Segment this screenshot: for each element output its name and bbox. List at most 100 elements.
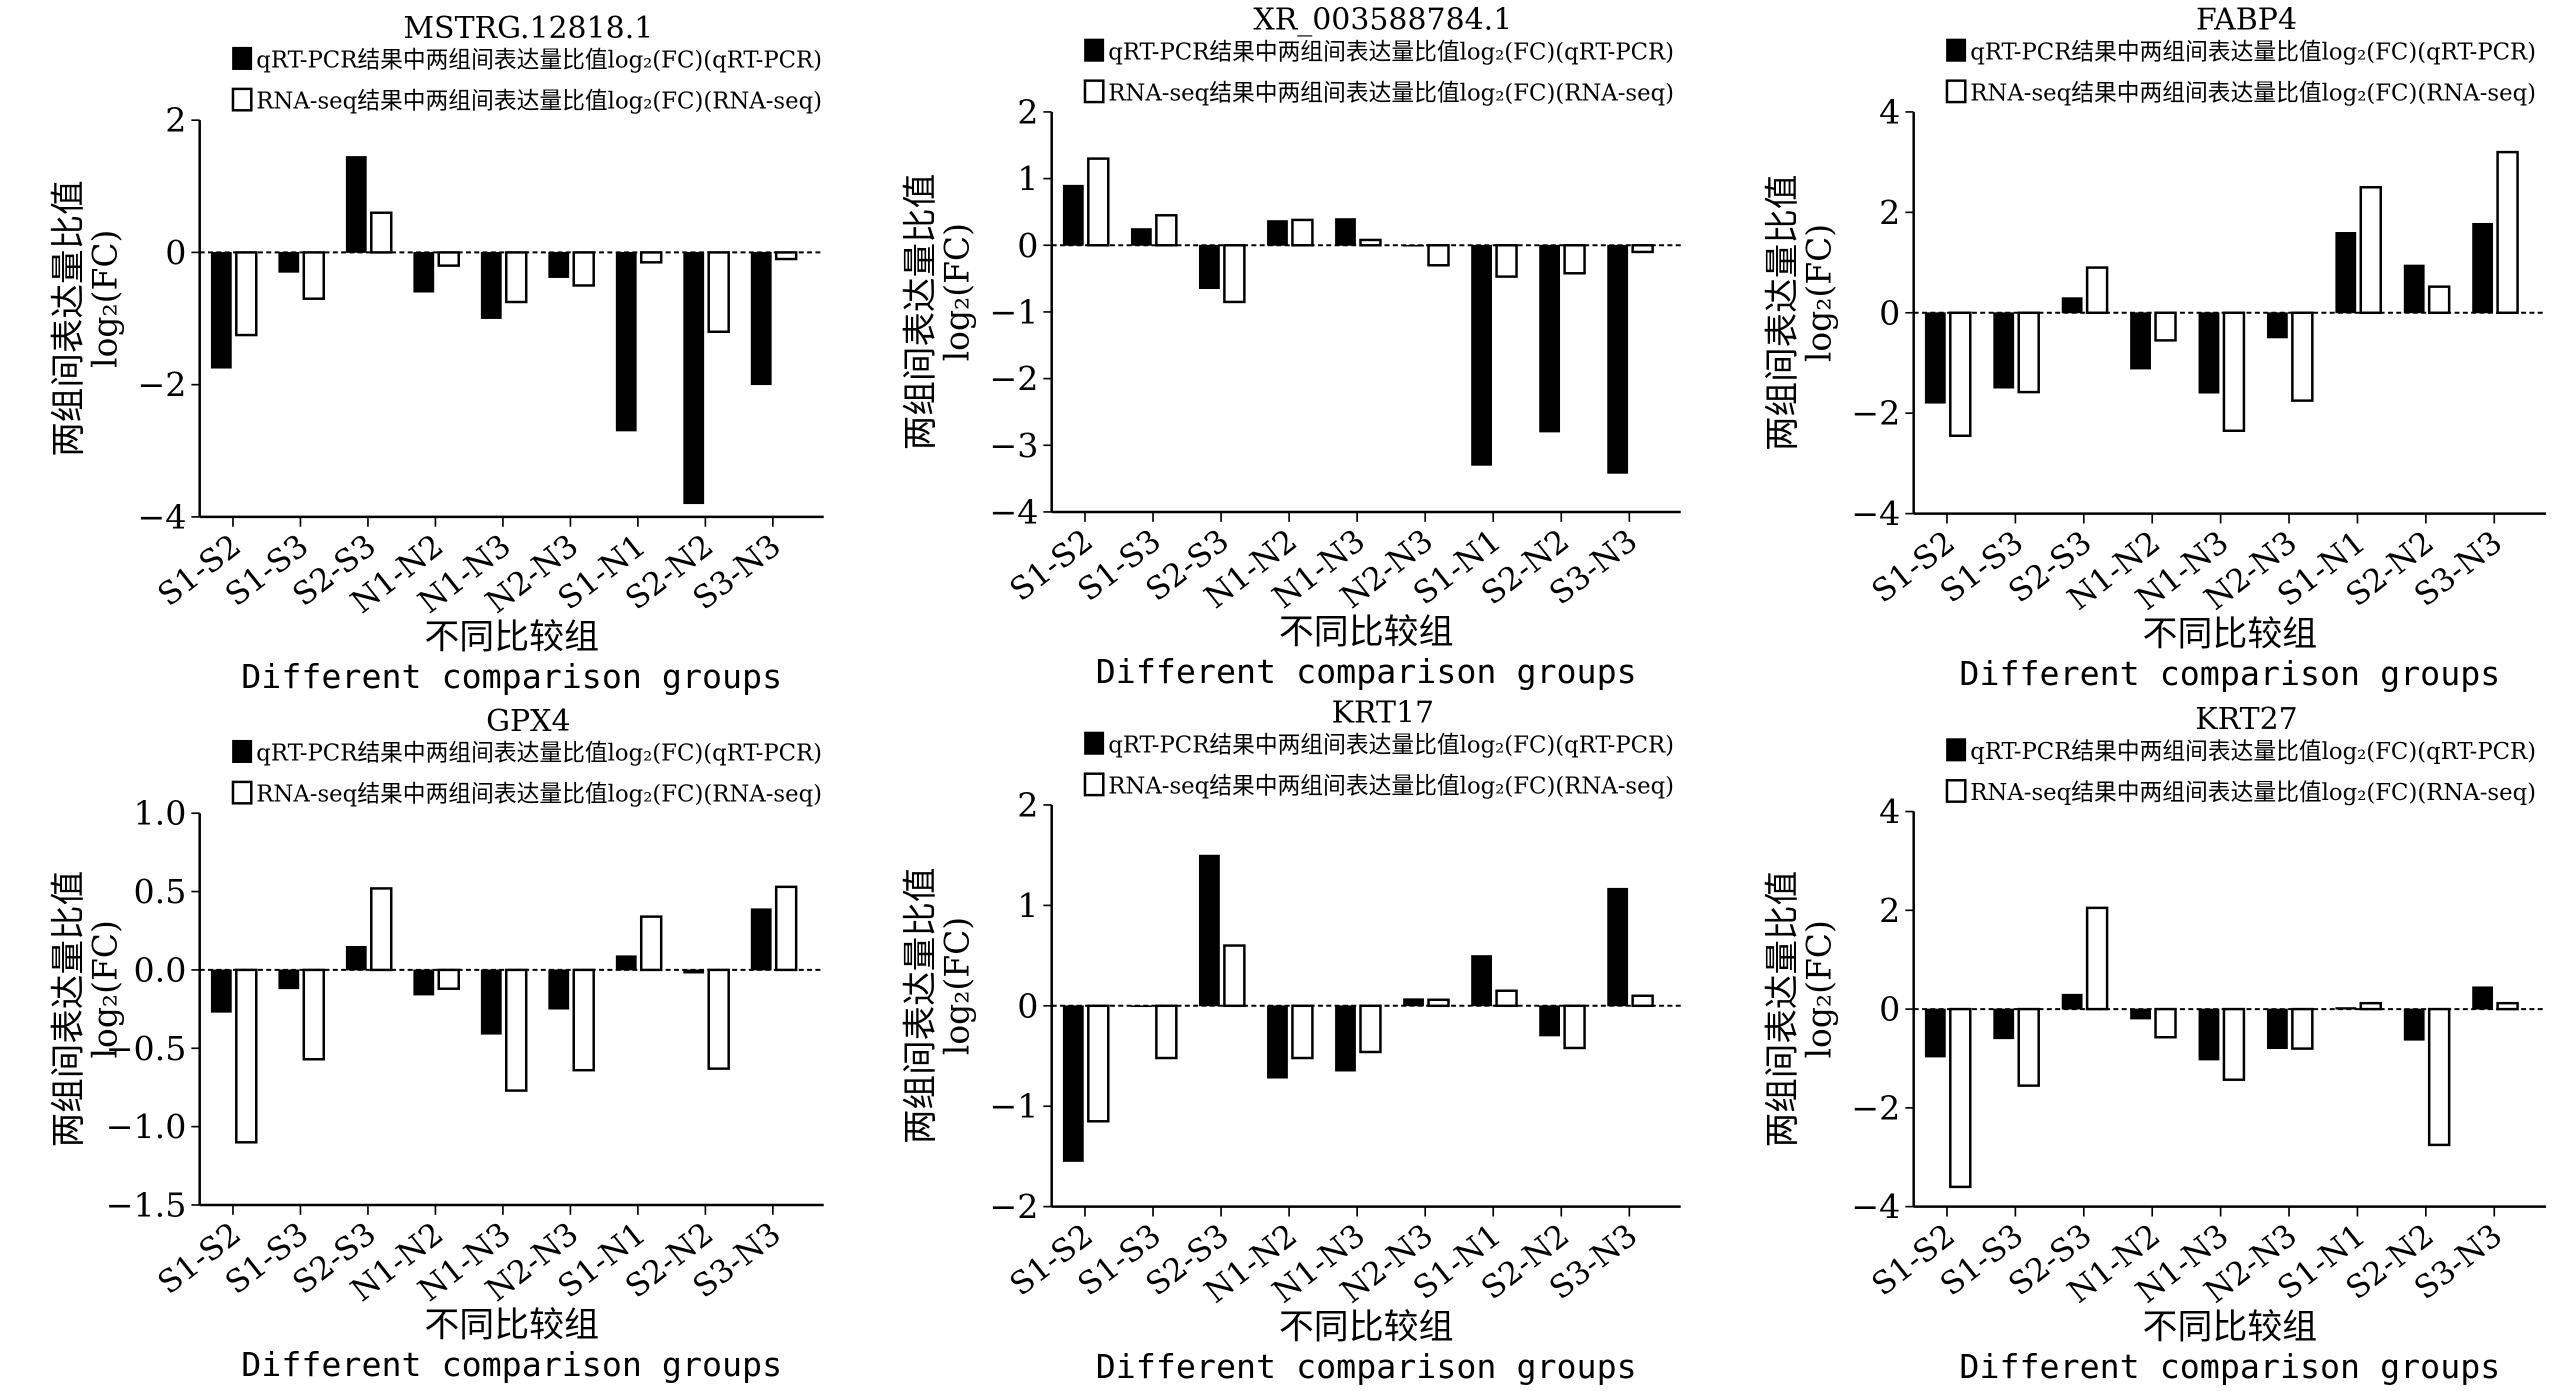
legend-label-rnaseq: RNA-seq结果中两组间表达量比值log₂(FC)(RNA-seq) xyxy=(1108,80,1674,107)
bar-qpcr-S2-N2 xyxy=(683,251,705,505)
bar-qpcr-S2-S3 xyxy=(345,156,367,253)
chart-title: XR_003588784.1 xyxy=(1253,3,1512,38)
y-tick-label: 0 xyxy=(1017,986,1038,1025)
y-tick-label: 1.0 xyxy=(133,794,186,833)
bar-rnaseq-S2-S3 xyxy=(2085,906,2109,1011)
bar-qpcr-S1-N1 xyxy=(615,251,637,432)
bar-qpcr-N1-N3 xyxy=(480,251,502,319)
bar-rnaseq-S2-S3 xyxy=(1223,244,1246,304)
bar-qpcr-N2-N3 xyxy=(2266,1008,2288,1050)
bar-qpcr-S2-S3 xyxy=(1199,244,1220,290)
y-tick-label: 2 xyxy=(165,101,186,140)
y-tick-label: 1 xyxy=(1017,886,1038,925)
bar-rnaseq-S1-N1 xyxy=(1495,989,1518,1008)
bar-qpcr-S2-S3 xyxy=(2061,297,2083,314)
bar-rnaseq-S3-N3 xyxy=(1631,244,1654,254)
y-tick-label: 2 xyxy=(1017,786,1038,825)
y-tick-label: 4 xyxy=(1879,93,1900,132)
bar-qpcr-S1-S3 xyxy=(278,251,300,273)
bar-qpcr-S1-N1 xyxy=(2335,232,2357,314)
y-tick-label: −3 xyxy=(989,426,1038,465)
x-axis-label-cn: 不同比较组 xyxy=(424,1306,599,1346)
bar-qpcr-S1-S2 xyxy=(210,251,232,369)
legend-swatch-qpcr xyxy=(232,46,253,70)
x-axis-label-en: Different comparison groups xyxy=(1959,654,2500,693)
y-tick-label: −1.5 xyxy=(106,1186,187,1225)
bar-rnaseq-N2-N3 xyxy=(572,251,595,287)
bar-rnaseq-N2-N3 xyxy=(1427,244,1450,267)
legend-label-rnaseq: RNA-seq结果中两组间表达量比值log₂(FC)(RNA-seq) xyxy=(256,781,822,808)
y-tick-label: −2 xyxy=(1851,394,1900,433)
y-axis-label-cn: 两组间表达量比值 xyxy=(49,871,89,1147)
y-axis-label-cn: 两组间表达量比值 xyxy=(901,174,941,450)
bar-rnaseq-S2-S3 xyxy=(2085,266,2109,315)
y-axis-label-unit: log₂(FC) xyxy=(937,223,976,361)
x-axis-label-en: Different comparison groups xyxy=(1096,1347,1637,1386)
bar-qpcr-S1-S3 xyxy=(1993,312,2015,389)
bar-rnaseq-N1-N2 xyxy=(1291,1004,1314,1060)
bar-qpcr-S1-N1 xyxy=(2335,1007,2357,1010)
bar-qpcr-N2-N3 xyxy=(548,969,570,1010)
bar-qpcr-S1-S3 xyxy=(1130,1005,1152,1008)
bar-rnaseq-N1-N2 xyxy=(2154,311,2177,342)
bar-qpcr-S2-N2 xyxy=(2403,1008,2425,1041)
bar-rnaseq-S2-S3 xyxy=(1223,944,1246,1008)
legend-label-qpcr: qRT-PCR结果中两组间表达量比值log₂(FC)(qRT-PCR) xyxy=(1970,738,2536,765)
chart-title: KRT27 xyxy=(2195,702,2297,737)
bar-rnaseq-S2-N2 xyxy=(707,251,730,333)
x-axis-label-en: Different comparison groups xyxy=(1096,652,1637,691)
bar-qpcr-S1-S2 xyxy=(1924,312,1946,404)
bar-qpcr-N2-N3 xyxy=(1403,998,1424,1007)
bar-rnaseq-S1-N1 xyxy=(2359,1001,2382,1011)
legend-label-qpcr: qRT-PCR结果中两组间表达量比值log₂(FC)(qRT-PCR) xyxy=(256,47,822,74)
bar-qpcr-N1-N3 xyxy=(2198,1008,2220,1061)
bar-rnaseq-N1-N3 xyxy=(1359,238,1382,247)
bar-qpcr-S1-N1 xyxy=(1471,955,1492,1007)
bar-qpcr-S1-S2 xyxy=(1062,184,1084,246)
bar-qpcr-S2-N2 xyxy=(2403,264,2425,314)
chart-panel-1: MSTRG.12818.1qRT-PCR结果中两组间表达量比值log₂(FC)(… xyxy=(49,11,824,696)
x-axis-label-cn: 不同比较组 xyxy=(424,618,599,658)
y-tick-label: 2 xyxy=(1017,93,1038,132)
legend-swatch-qpcr xyxy=(1084,38,1105,62)
bar-qpcr-S1-S3 xyxy=(1993,1008,2015,1040)
y-axis-label-unit: log₂(FC) xyxy=(85,920,124,1058)
bar-rnaseq-N1-N3 xyxy=(2222,311,2246,432)
chart-panel-6: KRT27qRT-PCR结果中两组间表达量比值log₂(FC)(qRT-PCR)… xyxy=(1763,702,2547,1386)
bar-rnaseq-N1-N2 xyxy=(437,968,460,990)
bar-qpcr-S1-N1 xyxy=(1471,244,1492,466)
legend-swatch-rnaseq xyxy=(231,87,253,112)
bar-qpcr-N1-N2 xyxy=(2130,1008,2151,1020)
legend-label-rnaseq: RNA-seq结果中两组间表达量比值log₂(FC)(RNA-seq) xyxy=(1108,773,1674,800)
bar-rnaseq-N1-N3 xyxy=(2222,1007,2246,1081)
bar-rnaseq-S3-N3 xyxy=(774,251,798,261)
y-tick-label: −1 xyxy=(989,293,1038,332)
bar-qpcr-S2-S3 xyxy=(345,945,367,971)
x-axis-label-cn: 不同比较组 xyxy=(2143,1307,2318,1347)
bar-rnaseq-S2-N2 xyxy=(707,968,730,1070)
bar-rnaseq-N1-N3 xyxy=(1359,1004,1382,1054)
y-tick-label: 1 xyxy=(1017,159,1038,198)
bar-rnaseq-S1-S3 xyxy=(302,968,326,1061)
legend-label-rnaseq: RNA-seq结果中两组间表达量比值log₂(FC)(RNA-seq) xyxy=(1970,80,2536,107)
legend-label-qpcr: qRT-PCR结果中两组间表达量比值log₂(FC)(qRT-PCR) xyxy=(1970,38,2536,65)
bar-rnaseq-S3-N3 xyxy=(1631,994,1654,1008)
y-axis-label-cn: 两组间表达量比值 xyxy=(1763,175,1803,451)
bar-rnaseq-S2-S3 xyxy=(370,887,393,972)
bar-rnaseq-N2-N3 xyxy=(572,968,595,1072)
bar-rnaseq-S1-N1 xyxy=(639,251,663,264)
bar-rnaseq-S2-N2 xyxy=(1563,244,1586,275)
y-tick-label: −2 xyxy=(989,1187,1038,1226)
y-tick-label: −4 xyxy=(989,493,1038,532)
x-axis-label-cn: 不同比较组 xyxy=(1279,613,1454,653)
bar-rnaseq-N2-N3 xyxy=(1427,998,1450,1008)
bar-qpcr-N2-N3 xyxy=(548,251,570,278)
bar-rnaseq-S1-S3 xyxy=(2017,1007,2040,1087)
bar-qpcr-S1-S3 xyxy=(1130,228,1152,246)
bar-qpcr-S1-S3 xyxy=(278,969,300,990)
bar-qpcr-N1-N3 xyxy=(480,969,502,1035)
legend-label-rnaseq: RNA-seq结果中两组间表达量比值log₂(FC)(RNA-seq) xyxy=(1970,779,2536,806)
bar-qpcr-N1-N2 xyxy=(1267,1005,1288,1079)
